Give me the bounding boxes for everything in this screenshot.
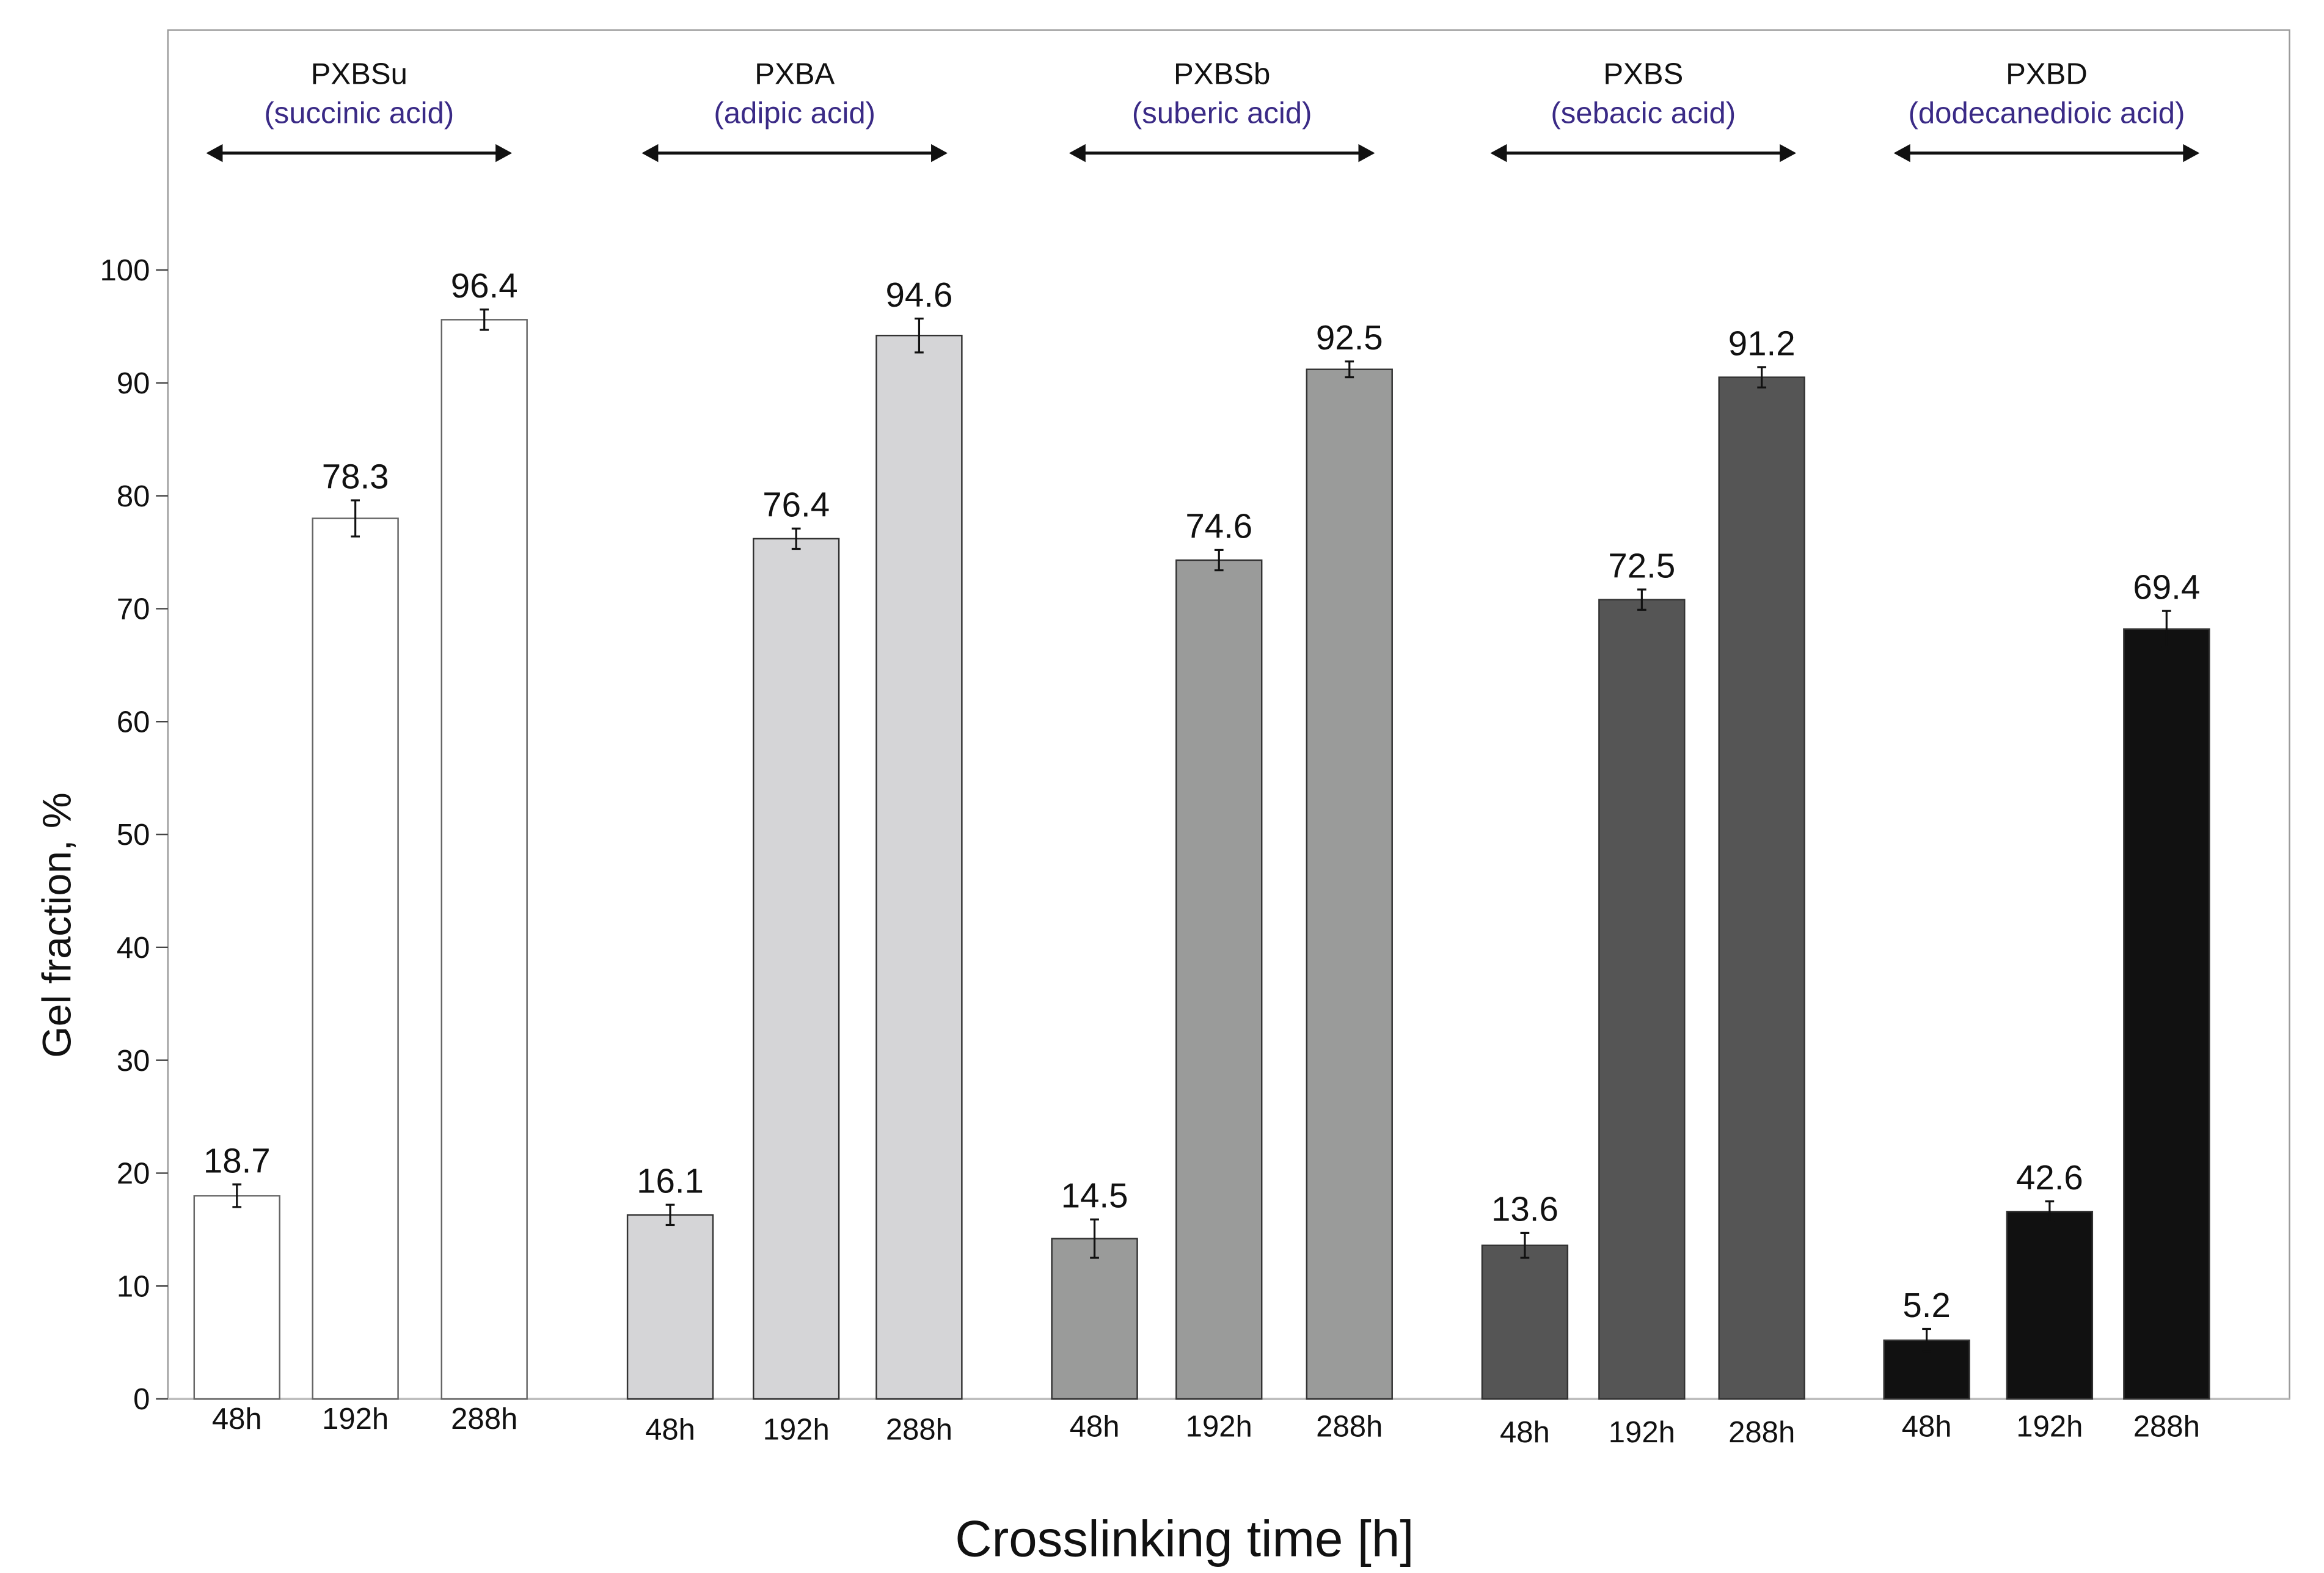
x-tick-label: 288h [886, 1413, 952, 1446]
bar-group-pxbsb: PXBSb (suberic acid) 14.5 48h 74.6 192h 92.5 28… [1051, 58, 1393, 1443]
x-tick-label: 288h [451, 1403, 517, 1436]
x-tick-label: 48h [212, 1403, 262, 1436]
arrow-head-left-icon [206, 144, 223, 162]
arrow-head-right-icon [495, 144, 513, 162]
y-tick-label: 30 [117, 1045, 150, 1078]
arrow-head-right-icon [1358, 144, 1375, 162]
y-tick-label: 0 [133, 1383, 150, 1416]
group-name: PXBSb [1174, 58, 1270, 91]
y-tick-label: 20 [117, 1158, 150, 1191]
bar [312, 517, 399, 1400]
group-subtitle: (suberic acid) [1132, 97, 1312, 130]
x-tick-label: 48h [1070, 1410, 1120, 1443]
y-tick-label: 60 [117, 706, 150, 739]
x-tick-label: 288h [1728, 1416, 1795, 1449]
bar [193, 1195, 280, 1400]
x-tick-label: 192h [1609, 1416, 1675, 1449]
x-tick-label: 288h [1316, 1410, 1383, 1443]
bar-group-pxbsu: PXBSu (succinic acid) 18.7 48h 78.3 192h 96.4 2… [193, 58, 528, 1436]
arrow-head-left-icon [641, 144, 659, 162]
arrow-head-right-icon [1780, 144, 1797, 162]
bar-value-label: 92.5 [1316, 318, 1383, 357]
group-subtitle: (succinic acid) [264, 97, 454, 130]
bar [753, 538, 840, 1400]
bar [2123, 628, 2210, 1400]
y-tick-label: 70 [117, 593, 150, 626]
bar-value-label: 96.4 [451, 266, 518, 305]
bar-value-label: 14.5 [1061, 1177, 1128, 1215]
arrow-head-left-icon [1069, 144, 1086, 162]
bar-group-pxbs: PXBS (sebacic acid) 13.6 48h 72.5 192h 91.2 288… [1481, 58, 1805, 1449]
group-name: PXBD [2006, 58, 2088, 91]
arrow-head-left-icon [1893, 144, 1910, 162]
group-name: PXBSu [311, 58, 407, 91]
bar-value-label: 42.6 [2016, 1158, 2083, 1197]
bar-value-label: 94.6 [885, 276, 952, 314]
y-tick-label: 50 [117, 819, 150, 852]
y-tick-label: 40 [117, 932, 150, 965]
group-subtitle: (dodecanedioic acid) [1909, 97, 2185, 130]
y-axis-label: Gel fraction, % [34, 792, 79, 1057]
group-name: PXBA [755, 58, 835, 91]
bar [1306, 368, 1393, 1400]
bar-value-label: 69.4 [2133, 568, 2200, 606]
group-name: PXBS [1603, 58, 1683, 91]
x-tick-label: 192h [1186, 1410, 1252, 1443]
bar-value-label: 13.6 [1491, 1190, 1558, 1228]
x-tick-label: 192h [2016, 1410, 2083, 1443]
arrow-head-right-icon [931, 144, 948, 162]
x-tick-label: 48h [1500, 1416, 1550, 1449]
bar-value-label: 72.5 [1608, 546, 1675, 585]
bar-value-label: 5.2 [1902, 1286, 1950, 1324]
bar [1481, 1244, 1569, 1400]
bar [1051, 1238, 1138, 1400]
y-tick-label: 90 [117, 367, 150, 400]
bar [440, 319, 528, 1400]
bar-value-label: 18.7 [203, 1141, 271, 1180]
bar [1598, 599, 1686, 1400]
x-tick-label: 192h [322, 1403, 389, 1436]
group-subtitle: (sebacic acid) [1551, 97, 1736, 130]
bar [1718, 376, 1805, 1400]
bar-group-pxbd: PXBD (dodecanedioic acid) 5.2 48h 42.6 192h 69… [1883, 58, 2210, 1443]
x-tick-label: 48h [645, 1413, 695, 1446]
x-tick-label: 48h [1902, 1410, 1952, 1443]
arrow-head-right-icon [2183, 144, 2200, 162]
x-axis-label: Crosslinking time [h] [955, 1510, 1414, 1568]
y-tick-label: 100 [100, 254, 150, 287]
bar-value-label: 91.2 [1728, 324, 1796, 362]
bar-value-label: 78.3 [322, 457, 389, 495]
bar [626, 1214, 714, 1400]
group-subtitle: (adipic acid) [714, 97, 875, 130]
bar-value-label: 16.1 [637, 1162, 704, 1200]
x-tick-label: 288h [2133, 1410, 2200, 1443]
bar [2006, 1211, 2094, 1400]
bar-group-pxba: PXBA (adipic acid) 16.1 48h 76.4 192h 94.6 288h [626, 58, 963, 1446]
x-tick-label: 192h [763, 1413, 830, 1446]
bar [875, 334, 963, 1400]
bar [1175, 559, 1263, 1400]
bar-value-label: 76.4 [762, 486, 830, 524]
bar-value-label: 74.6 [1185, 507, 1252, 546]
y-tick-label: 80 [117, 480, 150, 513]
y-tick-label: 10 [117, 1270, 150, 1303]
arrow-head-left-icon [1490, 144, 1507, 162]
